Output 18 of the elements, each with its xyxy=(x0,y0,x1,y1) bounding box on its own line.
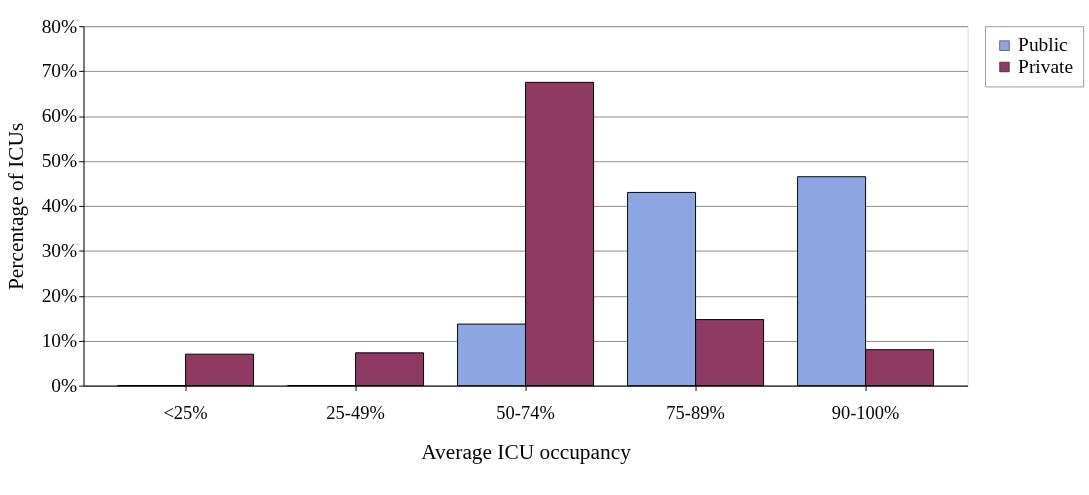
y-tick-label: 60% xyxy=(41,105,78,127)
y-tick-label: 0% xyxy=(51,374,78,396)
x-tick-label: 25-49% xyxy=(326,403,385,424)
y-axis-title: Percentage of ICUs xyxy=(4,122,29,291)
x-tick-label: <25% xyxy=(163,403,208,424)
y-tick-label: 40% xyxy=(41,195,78,217)
y-tick-label: 10% xyxy=(41,330,78,352)
legend-label: Public xyxy=(1018,34,1069,56)
y-tick-label: 30% xyxy=(41,240,78,262)
x-tick-label: 75-89% xyxy=(666,403,725,424)
legend-label: Private xyxy=(1018,55,1074,77)
y-tick-label: 50% xyxy=(41,150,78,172)
y-tick-label: 20% xyxy=(41,285,78,307)
x-axis-title: Average ICU occupancy xyxy=(421,439,632,464)
y-tick-label: 70% xyxy=(41,60,78,82)
x-tick-label: 50-74% xyxy=(496,403,555,424)
x-tick-label: 90-100% xyxy=(831,403,900,424)
y-tick-label: 80% xyxy=(41,15,78,37)
